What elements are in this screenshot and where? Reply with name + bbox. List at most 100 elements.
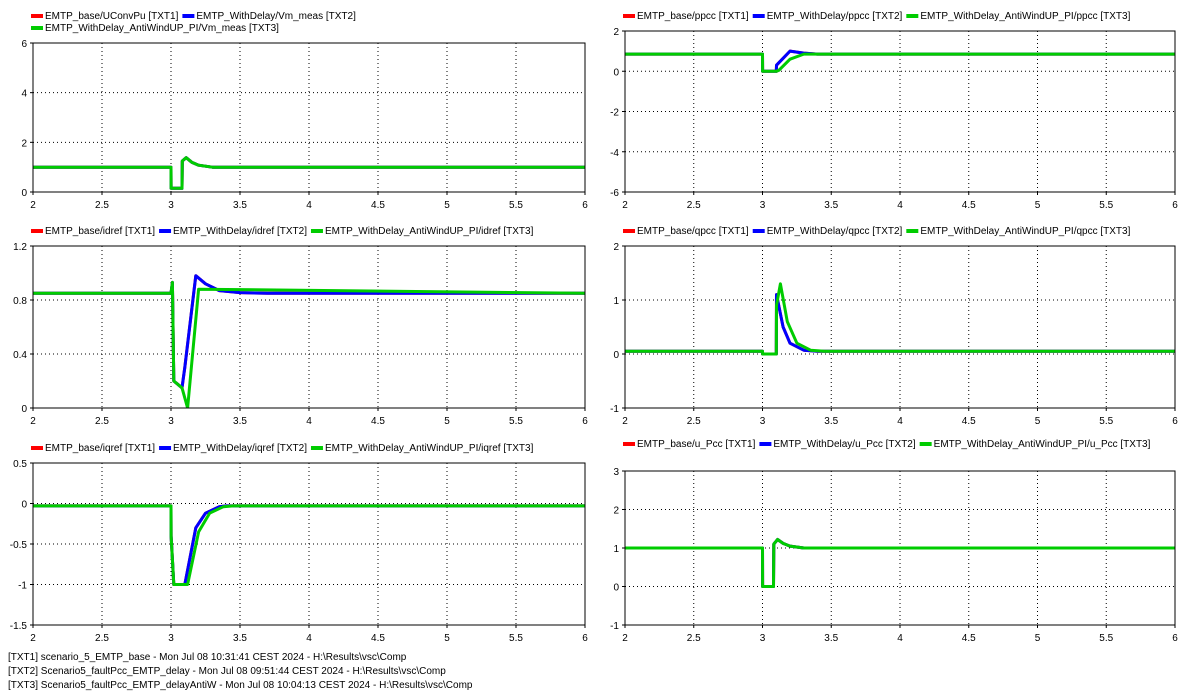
x-tick-label: 6 [582, 416, 588, 427]
x-tick-label: 3.5 [233, 416, 247, 427]
x-tick-label: 2.5 [687, 200, 701, 211]
x-tick-label: 5.5 [509, 633, 523, 644]
legend-label-2: EMTP_WithDelay/iqref [TXT2] [173, 443, 307, 454]
y-tick-label: -6 [610, 188, 619, 199]
chart-panel-4: EMTP_base/qpcc [TXT1] EMTP_WithDelay/qpcc… [610, 226, 1178, 427]
legend-label-1: EMTP_base/qpcc [TXT1] [637, 226, 749, 237]
x-tick-label: 4.5 [962, 633, 976, 644]
legend-swatch-3 [310, 446, 323, 450]
x-tick-label: 2.5 [95, 633, 109, 644]
x-tick-label: 5.5 [1099, 633, 1113, 644]
legend-swatch-2 [159, 446, 172, 450]
x-tick-label: 2 [30, 633, 36, 644]
y-tick-label: 0 [613, 583, 619, 594]
x-tick-label: 4 [897, 416, 903, 427]
legend-swatch-1 [31, 14, 43, 18]
x-tick-label: 5 [444, 633, 450, 644]
legend-swatch-3 [310, 229, 323, 233]
x-tick-label: 3.5 [233, 200, 247, 211]
series-line-2 [625, 293, 1175, 356]
y-tick-label: -1 [610, 404, 619, 415]
series-line-3 [33, 504, 585, 586]
x-tick-label: 2 [622, 416, 628, 427]
x-tick-label: 4.5 [371, 633, 385, 644]
plot-frame [624, 470, 1176, 626]
x-tick-label: 6 [1172, 200, 1178, 211]
x-tick-label: 3 [760, 633, 766, 644]
series-line-3 [625, 52, 1175, 73]
x-tick-label: 2 [30, 416, 36, 427]
plot-frame [32, 245, 586, 409]
chart-panel-2: EMTP_base/ppcc [TXT1] EMTP_WithDelay/ppcc… [610, 11, 1178, 211]
chart-panel-5: EMTP_base/iqref [TXT1] EMTP_WithDelay/iqr… [10, 443, 588, 644]
series-line-1 [625, 293, 1175, 356]
x-tick-label: 2.5 [95, 416, 109, 427]
series-line-1 [33, 504, 585, 586]
legend-label-1: EMTP_base/u_Pcc [TXT1] [637, 439, 756, 450]
x-tick-label: 5 [1035, 416, 1041, 427]
legend-label-3: EMTP_WithDelay_AntiWindUP_PI/u_Pcc [TXT3… [934, 439, 1151, 450]
legend-label-2: EMTP_WithDelay/ppcc [TXT2] [767, 11, 903, 22]
x-tick-label: 4 [897, 633, 903, 644]
x-tick-label: 3.5 [824, 416, 838, 427]
legend-label-2: EMTP_WithDelay/idref [TXT2] [173, 226, 307, 237]
y-tick-label: 2 [613, 242, 619, 253]
x-tick-label: 4 [306, 633, 312, 644]
y-tick-label: 6 [21, 39, 27, 50]
legend-label-2: EMTP_WithDelay/u_Pcc [TXT2] [773, 439, 915, 450]
y-tick-label: 0.4 [13, 350, 27, 361]
footer-source-txt1: [TXT1] scenario_5_EMTP_base - Mon Jul 08… [8, 652, 407, 663]
legend-label-3: EMTP_WithDelay_AntiWindUP_PI/idref [TXT3… [325, 226, 534, 237]
y-tick-label: -0.5 [10, 540, 28, 551]
series-line-3 [33, 280, 585, 408]
footer-source-txt2: [TXT2] Scenario5_faultPcc_EMTP_delay - M… [8, 666, 446, 677]
legend-label-2: EMTP_WithDelay/qpcc [TXT2] [767, 226, 903, 237]
legend-swatch-2 [752, 229, 765, 233]
legend-label-1: EMTP_base/iqref [TXT1] [45, 443, 155, 454]
y-tick-label: 4 [21, 89, 27, 100]
x-tick-label: 2.5 [687, 416, 701, 427]
legend-label-2: EMTP_WithDelay/Vm_meas [TXT2] [196, 11, 356, 22]
x-tick-label: 4 [897, 200, 903, 211]
x-tick-label: 5.5 [509, 200, 523, 211]
legend-swatch-3 [31, 26, 43, 30]
x-tick-label: 4 [306, 200, 312, 211]
x-tick-label: 3 [760, 416, 766, 427]
legend-swatch-3 [906, 229, 919, 233]
y-tick-label: 1 [613, 544, 619, 555]
y-tick-label: -1 [18, 581, 27, 592]
x-tick-label: 2 [622, 200, 628, 211]
legend-label-1: EMTP_base/UConvPu [TXT1] [45, 11, 179, 22]
x-tick-label: 3.5 [233, 633, 247, 644]
legend-label-1: EMTP_base/idref [TXT1] [45, 226, 155, 237]
legend-label-3: EMTP_WithDelay_AntiWindUP_PI/iqref [TXT3… [325, 443, 534, 454]
y-tick-label: 0 [21, 500, 27, 511]
x-tick-label: 2 [30, 200, 36, 211]
y-tick-label: 3 [613, 467, 619, 478]
x-tick-label: 6 [1172, 633, 1178, 644]
x-tick-label: 4.5 [962, 200, 976, 211]
chart-panel-6: EMTP_base/u_Pcc [TXT1] EMTP_WithDelay/u_P… [610, 439, 1178, 644]
x-tick-label: 6 [582, 200, 588, 211]
x-tick-label: 3.5 [824, 200, 838, 211]
legend-swatch-1 [623, 442, 635, 446]
legend-swatch-2 [752, 14, 765, 18]
x-tick-label: 2.5 [95, 200, 109, 211]
x-tick-label: 3 [168, 416, 174, 427]
chart-panel-3: EMTP_base/idref [TXT1] EMTP_WithDelay/idr… [13, 226, 588, 427]
legend-swatch-1 [623, 14, 635, 18]
x-tick-label: 3 [168, 200, 174, 211]
y-tick-label: 2 [613, 27, 619, 38]
legend-label-3: EMTP_WithDelay_AntiWindUP_PI/qpcc [TXT3] [920, 226, 1130, 237]
x-tick-label: 2 [622, 633, 628, 644]
series-line-3 [33, 156, 585, 190]
y-tick-label: -1 [610, 621, 619, 632]
x-tick-label: 5.5 [509, 416, 523, 427]
x-tick-label: 4.5 [371, 200, 385, 211]
x-tick-label: 4.5 [962, 416, 976, 427]
x-tick-label: 5 [444, 200, 450, 211]
legend-swatch-1 [31, 446, 43, 450]
y-tick-label: 0 [613, 67, 619, 78]
y-tick-label: 0.8 [13, 296, 27, 307]
